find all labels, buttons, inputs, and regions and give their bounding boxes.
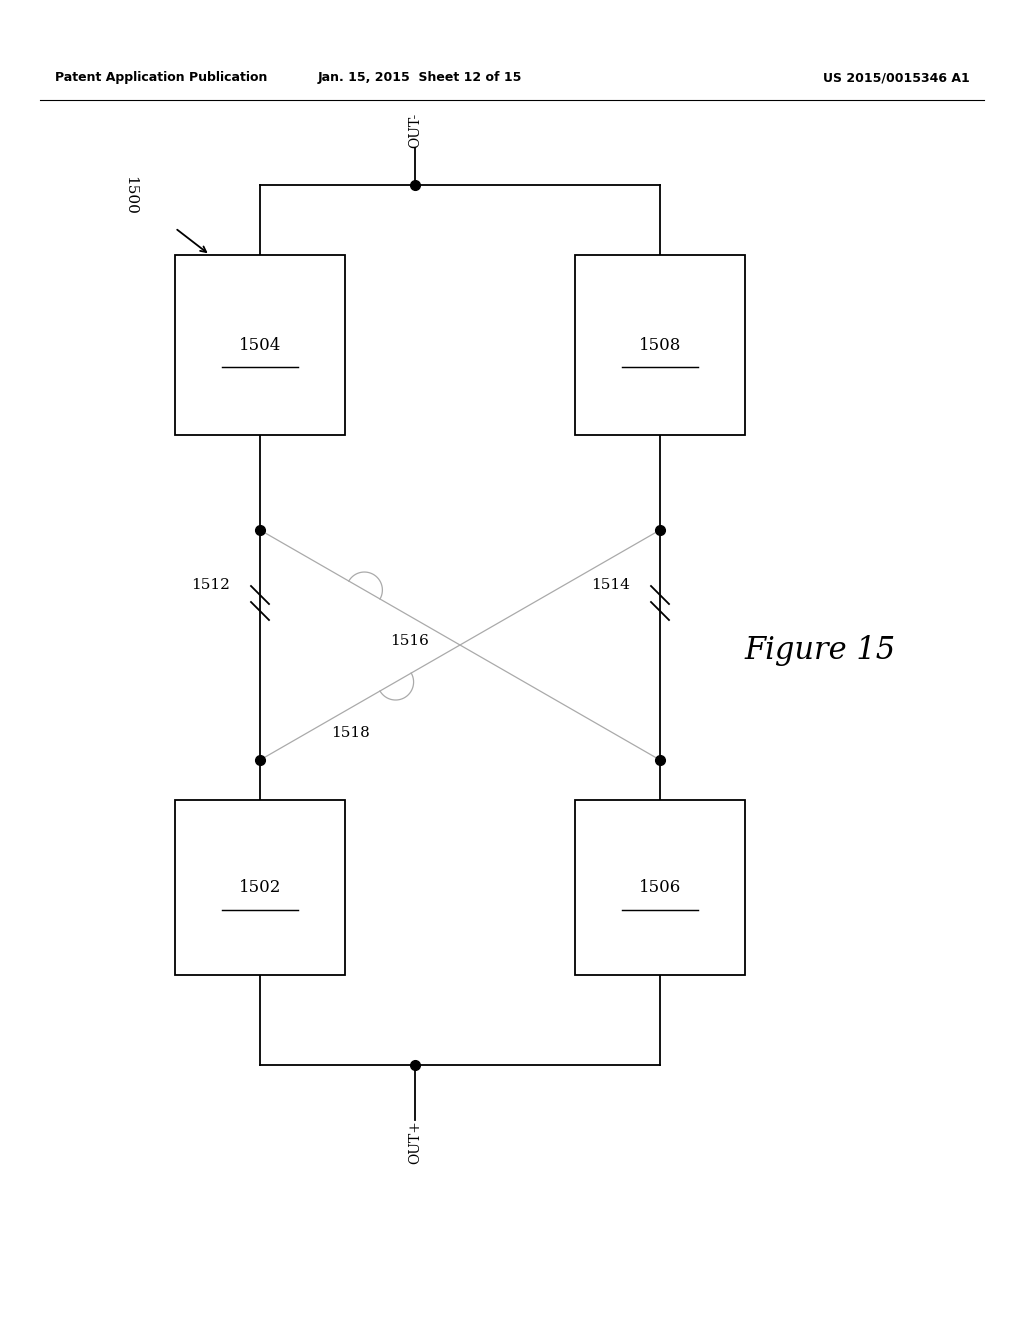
Text: 1502: 1502 xyxy=(239,879,282,896)
Text: 1506: 1506 xyxy=(639,879,681,896)
Text: 1514: 1514 xyxy=(591,578,630,591)
Bar xyxy=(175,800,345,975)
Text: 1504: 1504 xyxy=(239,337,282,354)
Text: OUT-: OUT- xyxy=(408,112,422,148)
Text: Patent Application Publication: Patent Application Publication xyxy=(55,71,267,84)
Text: 1500: 1500 xyxy=(123,176,137,214)
Bar xyxy=(575,255,745,436)
Text: 1516: 1516 xyxy=(390,634,429,648)
Text: Figure 15: Figure 15 xyxy=(744,635,896,665)
Text: OUT+: OUT+ xyxy=(408,1119,422,1164)
Bar xyxy=(175,255,345,436)
Text: 1508: 1508 xyxy=(639,337,681,354)
Text: US 2015/0015346 A1: US 2015/0015346 A1 xyxy=(823,71,970,84)
Text: 1512: 1512 xyxy=(191,578,230,591)
Text: 1518: 1518 xyxy=(331,726,370,741)
Bar xyxy=(575,800,745,975)
Text: Jan. 15, 2015  Sheet 12 of 15: Jan. 15, 2015 Sheet 12 of 15 xyxy=(317,71,522,84)
